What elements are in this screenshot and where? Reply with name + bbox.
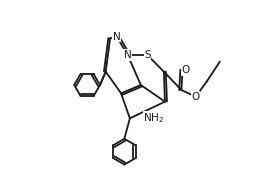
Text: N: N <box>113 32 120 42</box>
Text: N: N <box>124 50 132 60</box>
Text: NH$_2$: NH$_2$ <box>143 112 165 125</box>
Text: O: O <box>191 92 200 102</box>
Text: S: S <box>144 50 151 60</box>
Text: O: O <box>181 65 189 75</box>
